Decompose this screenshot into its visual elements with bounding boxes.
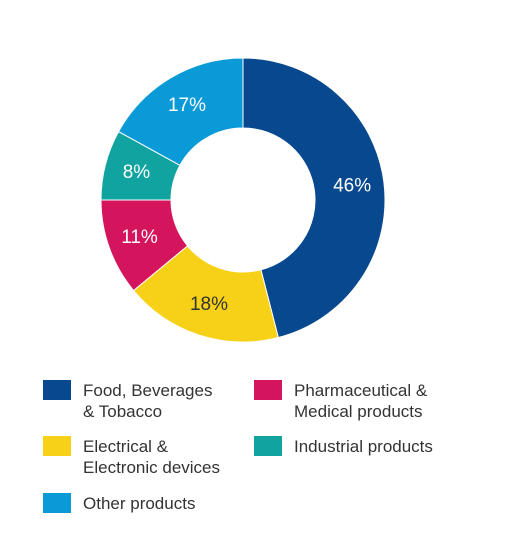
legend-item-industrial: Industrial products xyxy=(254,436,433,457)
legend-item-food: Food, Beverages & Tobacco xyxy=(43,380,212,422)
legend-item-other: Other products xyxy=(43,493,195,514)
legend-label-pharma-line1: Pharmaceutical & xyxy=(294,381,428,400)
slice-label-other: 17% xyxy=(168,95,206,116)
legend-label-electrical: Electrical & Electronic devices xyxy=(83,436,220,478)
legend-label-food-line2: & Tobacco xyxy=(83,402,163,421)
donut-chart: 46% 18% 11% 8% 17% xyxy=(100,57,386,343)
legend-label-industrial-line1: Industrial products xyxy=(294,437,433,456)
legend-swatch-other xyxy=(43,493,71,513)
legend-label-electrical-line2: Electronic devices xyxy=(83,458,221,477)
legend-swatch-electrical xyxy=(43,436,71,456)
legend-item-electrical: Electrical & Electronic devices xyxy=(43,436,220,478)
legend-label-electrical-line1: Electrical & xyxy=(83,437,169,456)
legend-label-industrial: Industrial products xyxy=(294,436,433,457)
slice-food xyxy=(242,57,386,339)
slice-label-industrial: 8% xyxy=(123,162,151,183)
legend-label-food: Food, Beverages & Tobacco xyxy=(83,380,212,422)
legend-label-pharma: Pharmaceutical & Medical products xyxy=(294,380,427,422)
slice-label-food: 46% xyxy=(333,176,371,197)
legend-swatch-industrial xyxy=(254,436,282,456)
legend-item-pharma: Pharmaceutical & Medical products xyxy=(254,380,427,422)
legend-label-other: Other products xyxy=(83,493,195,514)
slice-label-electrical: 18% xyxy=(190,294,228,315)
legend-label-pharma-line2: Medical products xyxy=(294,402,423,421)
slice-electrical xyxy=(132,245,279,343)
legend-swatch-pharma xyxy=(254,380,282,400)
slice-label-pharma: 11% xyxy=(121,227,158,248)
slice-other xyxy=(117,57,244,166)
legend-swatch-food xyxy=(43,380,71,400)
legend-label-other-line1: Other products xyxy=(83,494,196,513)
legend-label-food-line1: Food, Beverages xyxy=(83,381,213,400)
